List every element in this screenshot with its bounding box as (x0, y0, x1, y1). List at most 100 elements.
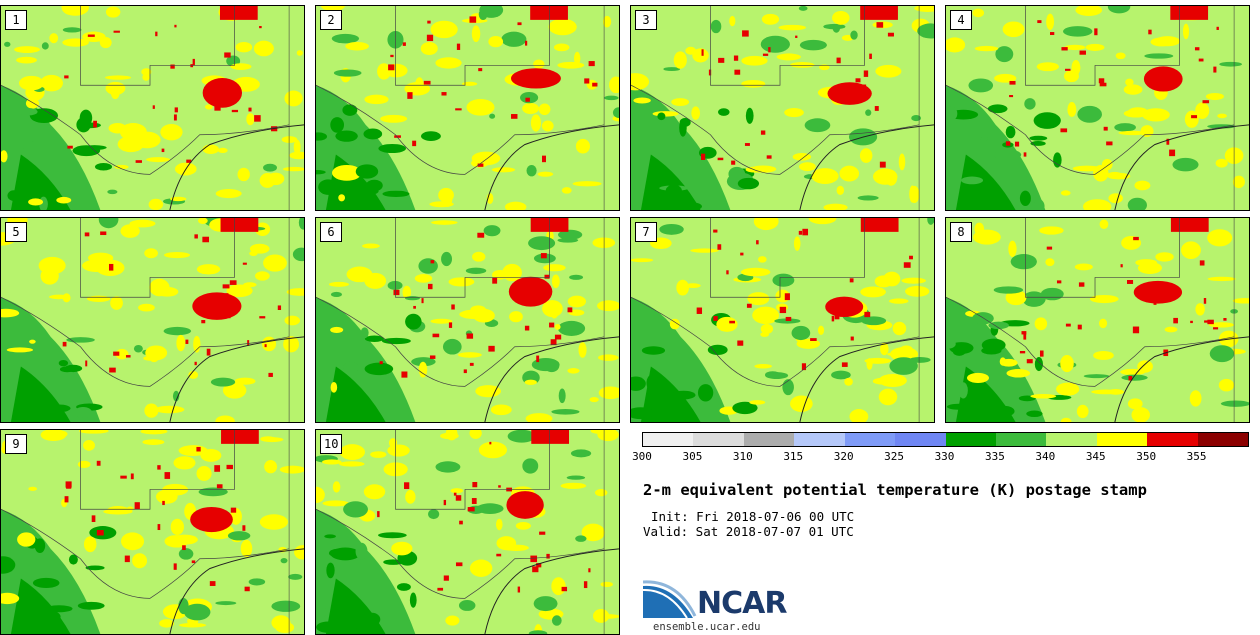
field-blob (946, 403, 971, 410)
field-blob (898, 153, 906, 171)
field-blob (993, 286, 1024, 294)
field-blob (114, 164, 129, 170)
hot-pixel (831, 315, 835, 322)
field-blob (496, 536, 517, 551)
field-blob (107, 189, 118, 195)
hot-pixel (849, 278, 854, 283)
field-blob (741, 55, 768, 66)
hot-pixel (1078, 282, 1085, 287)
field-blob (119, 123, 147, 141)
field-blob (1034, 317, 1048, 331)
map-region (640, 154, 701, 210)
field-blob (993, 149, 1022, 161)
hot-pixel (423, 80, 431, 85)
field-blob (360, 327, 369, 339)
hot-pixel (214, 465, 221, 472)
hot-pixel (91, 515, 96, 522)
field-blob (343, 361, 359, 373)
field-blob (387, 280, 403, 290)
hot-pixel (407, 92, 413, 99)
hot-pixel (717, 157, 724, 161)
field-blob (504, 201, 527, 210)
hot-spot (1170, 6, 1209, 20)
field-blob (1089, 294, 1119, 304)
logo-url[interactable]: ensemble.ucar.edu (653, 621, 761, 633)
hot-pixel (427, 283, 433, 290)
colorbar-segment (643, 433, 694, 446)
field-blob (415, 77, 424, 91)
field-blob (1207, 276, 1236, 282)
hot-pixel (1127, 279, 1134, 284)
field-blob (363, 484, 386, 500)
field-blob (193, 335, 201, 353)
field-blob (140, 430, 168, 435)
hot-pixel (120, 475, 127, 479)
hot-pixel (194, 361, 197, 366)
field-blob (429, 201, 454, 208)
field-blob (183, 603, 211, 621)
state-boundary (395, 218, 550, 298)
hot-spot (1143, 66, 1183, 92)
hot-pixel (766, 155, 772, 159)
field-blob (747, 292, 770, 306)
field-blob (782, 379, 794, 396)
field-blob (740, 267, 771, 277)
colorbar-tick-label: 340 (1035, 450, 1056, 463)
hot-pixel (726, 270, 729, 275)
hot-pixel (801, 363, 807, 371)
hot-pixel (451, 304, 455, 310)
field-blob (144, 248, 158, 259)
field-blob (47, 404, 71, 413)
field-blob (32, 577, 60, 588)
field-blob (995, 46, 1014, 63)
hot-pixel (903, 262, 911, 268)
field-blob (537, 171, 554, 177)
field-blob (6, 347, 34, 353)
field-blob (1063, 26, 1093, 37)
field-blob (1019, 190, 1031, 207)
field-blob (1, 308, 20, 318)
field-blob (331, 164, 362, 181)
field-blob (558, 229, 583, 240)
hot-pixel (429, 355, 436, 359)
init-time: Init: Fri 2018-07-06 00 UTC (651, 509, 855, 524)
hot-pixel (192, 58, 195, 66)
field-blob (421, 131, 441, 141)
field-blob (198, 218, 208, 224)
field-blob (832, 23, 841, 33)
hot-pixel (1173, 317, 1178, 324)
field-blob (264, 460, 278, 474)
field-blob (665, 184, 682, 197)
panel-number: 9 (5, 434, 27, 454)
field-blob (690, 248, 719, 253)
hot-pixel (100, 231, 107, 236)
field-blob (1046, 13, 1055, 31)
hot-pixel (1133, 236, 1139, 241)
coastline (484, 336, 619, 422)
field-blob (533, 596, 558, 612)
field-blob (355, 542, 368, 560)
hot-pixel (448, 322, 453, 328)
field-blob (288, 573, 303, 580)
field-blob (718, 108, 730, 116)
hot-pixel (222, 284, 230, 289)
hot-pixel (471, 498, 477, 504)
hot-pixel (455, 562, 463, 567)
field-blob (18, 108, 38, 116)
colorbar-segment (1096, 433, 1148, 446)
field-blob (405, 489, 416, 504)
field-blob (378, 532, 407, 539)
field-blob (790, 395, 813, 412)
hot-pixel (768, 47, 771, 53)
field-blob (999, 357, 1006, 366)
map-4 (946, 6, 1249, 210)
field-blob (679, 117, 691, 127)
field-blob (16, 56, 37, 64)
state-boundary (80, 218, 235, 298)
hot-pixel (530, 555, 538, 563)
hot-pixel (456, 43, 461, 50)
hot-pixel (489, 441, 492, 445)
field-blob (103, 508, 133, 515)
field-blob (380, 114, 408, 123)
colorbar-segment (995, 433, 1047, 446)
